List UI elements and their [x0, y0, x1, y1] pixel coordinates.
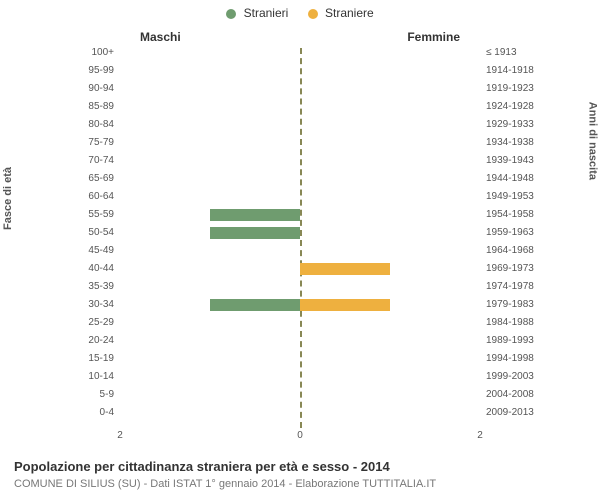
y-axis-title-right: Anni di nascita [586, 102, 598, 180]
y-right-label: 1944-1948 [486, 173, 534, 184]
legend-swatch-male [226, 9, 236, 19]
y-left-label: 25-29 [60, 317, 114, 328]
legend: Stranieri Straniere [0, 6, 600, 20]
y-right-label: 1954-1958 [486, 209, 534, 220]
column-title-female: Femmine [407, 30, 460, 44]
bar-male [210, 209, 300, 221]
plot-area: 100+ ≤ 1913 95-99 1914-1918 90-94 1919-1923 85… [60, 48, 540, 428]
y-right-label: 1924-1928 [486, 101, 534, 112]
y-axis-title-left: Fasce di età [2, 167, 14, 230]
y-right-label: 1994-1998 [486, 353, 534, 364]
y-right-label: 1979-1983 [486, 299, 534, 310]
y-left-label: 75-79 [60, 137, 114, 148]
y-right-label: 1914-1918 [486, 65, 534, 76]
y-left-label: 35-39 [60, 281, 114, 292]
y-left-label: 15-19 [60, 353, 114, 364]
y-right-label: 1919-1923 [486, 83, 534, 94]
y-right-label: 2009-2013 [486, 407, 534, 418]
y-right-label: 1939-1943 [486, 155, 534, 166]
y-left-label: 20-24 [60, 335, 114, 346]
y-right-label: 1934-1938 [486, 137, 534, 148]
bar-male [210, 227, 300, 239]
y-left-label: 90-94 [60, 83, 114, 94]
legend-label-female: Straniere [325, 6, 374, 20]
column-title-male: Maschi [140, 30, 181, 44]
y-left-label: 100+ [60, 47, 114, 58]
y-left-label: 45-49 [60, 245, 114, 256]
y-left-label: 80-84 [60, 119, 114, 130]
y-right-label: 1989-1993 [486, 335, 534, 346]
y-right-label: ≤ 1913 [486, 47, 517, 58]
legend-swatch-female [308, 9, 318, 19]
x-tick: 0 [297, 430, 303, 441]
y-right-label: 2004-2008 [486, 389, 534, 400]
y-right-label: 1959-1963 [486, 227, 534, 238]
y-left-label: 55-59 [60, 209, 114, 220]
y-left-label: 85-89 [60, 101, 114, 112]
legend-label-male: Stranieri [244, 6, 289, 20]
y-right-label: 1984-1988 [486, 317, 534, 328]
x-tick: 2 [117, 430, 123, 441]
y-right-label: 1964-1968 [486, 245, 534, 256]
y-right-label: 1974-1978 [486, 281, 534, 292]
y-right-label: 1949-1953 [486, 191, 534, 202]
y-left-label: 50-54 [60, 227, 114, 238]
bar-female [300, 263, 390, 275]
y-left-label: 60-64 [60, 191, 114, 202]
y-right-label: 1969-1973 [486, 263, 534, 274]
y-left-label: 40-44 [60, 263, 114, 274]
legend-item-male: Stranieri [226, 6, 288, 20]
y-left-label: 95-99 [60, 65, 114, 76]
center-divider [300, 48, 302, 428]
y-right-label: 1999-2003 [486, 371, 534, 382]
x-tick: 2 [477, 430, 483, 441]
chart-subtitle: COMUNE DI SILIUS (SU) - Dati ISTAT 1° ge… [14, 478, 436, 490]
legend-item-female: Straniere [308, 6, 374, 20]
bar-male [210, 299, 300, 311]
y-left-label: 0-4 [60, 407, 114, 418]
y-left-label: 65-69 [60, 173, 114, 184]
chart-container: Stranieri Straniere Maschi Femmine Fasce… [0, 0, 600, 500]
y-right-label: 1929-1933 [486, 119, 534, 130]
y-left-label: 70-74 [60, 155, 114, 166]
y-left-label: 5-9 [60, 389, 114, 400]
chart-title: Popolazione per cittadinanza straniera p… [14, 459, 390, 474]
y-left-label: 30-34 [60, 299, 114, 310]
y-left-label: 10-14 [60, 371, 114, 382]
bar-female [300, 299, 390, 311]
